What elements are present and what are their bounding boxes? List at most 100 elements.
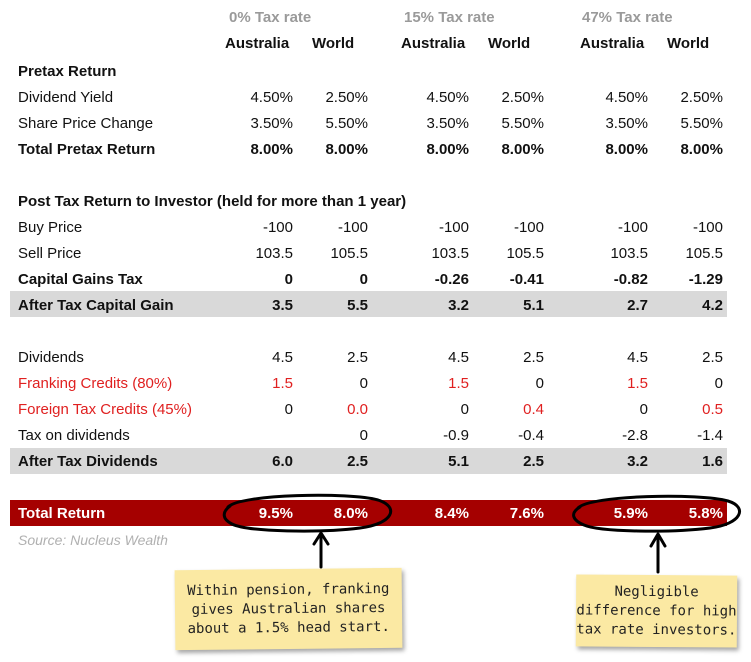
row-label-after-tax-dividends: After Tax Dividends [18,453,158,470]
cell-after-tax-cg-5: 4.2 [702,297,723,314]
col-header-world: World [312,35,355,52]
cell-dividends-0: 4.5 [272,349,293,366]
group-header-47pct: 47% Tax rate [582,9,673,26]
cell-buy-price-1: -100 [337,219,368,236]
group-header-15pct: 15% Tax rate [404,9,495,26]
cell-foreign-0: 0 [284,401,293,418]
source-note: Source: Nucleus Wealth [18,532,168,548]
cell-franking-3: 0 [535,375,544,392]
cell-foreign-2: 0 [460,401,469,418]
cell-tax-div-5: -1.4 [697,427,723,444]
cell-after-tax-div-3: 2.5 [523,453,544,470]
sticky-note-pension: Within pension, franking gives Australia… [174,567,403,651]
cell-after-tax-div-0: 6.0 [272,453,293,470]
col-header-world: World [667,35,710,52]
cell-after-tax-cg-0: 3.5 [272,297,293,314]
row-label-after-tax-capital-gain: After Tax Capital Gain [18,297,174,314]
cell-tax-div-3: -0.4 [518,427,544,444]
cell-share-price-change-5: 5.50% [680,115,723,132]
row-label-share-price-change: Share Price Change [18,115,154,132]
cell-cgt-3: -0.41 [509,271,544,288]
cell-dividends-3: 2.5 [523,349,544,366]
cell-after-tax-cg-4: 2.7 [627,297,648,314]
col-header-world: World [488,35,531,52]
cell-share-price-change-4: 3.50% [605,115,648,132]
highlight-band-after-tax-capital-gain [10,291,727,317]
cell-sell-price-2: 103.5 [431,245,469,262]
cell-after-tax-div-1: 2.5 [347,453,368,470]
cell-sell-price-5: 105.5 [685,245,723,262]
cell-tax-div-1: 0 [359,427,368,444]
cell-after-tax-cg-3: 5.1 [523,297,544,314]
cell-dividend-yield-3: 2.50% [501,89,544,106]
cell-dividend-yield-5: 2.50% [680,89,723,106]
cell-total-return-5: 5.8% [688,505,723,522]
cell-buy-price-4: -100 [617,219,648,236]
cell-sell-price-3: 105.5 [506,245,544,262]
section-title-pretax: Pretax Return [18,63,117,80]
row-label-total-return: Total Return [18,505,106,522]
cell-after-tax-div-2: 5.1 [448,453,469,470]
cell-dividends-5: 2.5 [702,349,723,366]
arrow-right [649,532,667,574]
row-label-foreign-tax-credits: Foreign Tax Credits (45%) [18,401,192,418]
cell-total-pretax-0: 8.00% [250,141,293,158]
cell-total-pretax-5: 8.00% [680,141,723,158]
cell-franking-4: 1.5 [627,375,648,392]
cell-sell-price-4: 103.5 [610,245,648,262]
group-header-0pct: 0% Tax rate [229,9,312,26]
highlight-band-after-tax-dividends [10,448,727,474]
cell-franking-1: 0 [359,375,368,392]
row-label-buy-price: Buy Price [18,219,83,236]
cell-cgt-4: -0.82 [613,271,648,288]
row-label-franking-credits: Franking Credits (80%) [18,375,173,392]
col-header-australia: Australia [580,35,645,52]
row-label-dividends: Dividends [18,349,84,366]
cell-total-return-2: 8.4% [434,505,469,522]
cell-buy-price-2: -100 [438,219,469,236]
cell-foreign-4: 0 [639,401,648,418]
cell-cgt-1: 0 [359,271,368,288]
cell-dividend-yield-0: 4.50% [250,89,293,106]
cell-tax-div-4: -2.8 [622,427,648,444]
cell-dividend-yield-1: 2.50% [325,89,368,106]
arrow-left [312,531,330,569]
cell-franking-5: 0 [714,375,723,392]
row-label-dividend-yield: Dividend Yield [18,89,114,106]
cell-buy-price-5: -100 [692,219,723,236]
cell-dividends-1: 2.5 [347,349,368,366]
cell-cgt-0: 0 [284,271,293,288]
cell-foreign-5: 0.5 [702,401,723,418]
cell-franking-2: 1.5 [448,375,469,392]
cell-share-price-change-3: 5.50% [501,115,544,132]
cell-sell-price-0: 103.5 [255,245,293,262]
row-label-capital-gains-tax: Capital Gains Tax [18,271,143,288]
cell-total-pretax-2: 8.00% [426,141,469,158]
cell-buy-price-0: -100 [262,219,293,236]
sticky-note-high-tax: Negligible difference for high tax rate … [575,574,738,648]
cell-share-price-change-2: 3.50% [426,115,469,132]
cell-after-tax-cg-1: 5.5 [347,297,368,314]
section-title-posttax: Post Tax Return to Investor (held for mo… [18,193,407,210]
cell-dividend-yield-2: 4.50% [426,89,469,106]
row-label-tax-on-dividends: Tax on dividends [18,427,130,444]
cell-total-return-1: 8.0% [333,505,368,522]
col-header-australia: Australia [225,35,290,52]
cell-total-pretax-1: 8.00% [325,141,368,158]
cell-total-return-4: 5.9% [613,505,648,522]
cell-total-return-3: 7.6% [509,505,544,522]
cell-cgt-5: -1.29 [688,271,723,288]
col-header-australia: Australia [401,35,466,52]
cell-dividend-yield-4: 4.50% [605,89,648,106]
cell-total-pretax-4: 8.00% [605,141,648,158]
cell-after-tax-div-5: 1.6 [702,453,723,470]
cell-share-price-change-0: 3.50% [250,115,293,132]
cell-after-tax-div-4: 3.2 [627,453,648,470]
cell-tax-div-2: -0.9 [443,427,469,444]
cell-share-price-change-1: 5.50% [325,115,368,132]
cell-dividends-2: 4.5 [448,349,469,366]
cell-foreign-1: 0.0 [347,401,368,418]
cell-total-return-0: 9.5% [258,505,293,522]
cell-dividends-4: 4.5 [627,349,648,366]
row-label-sell-price: Sell Price [18,245,82,262]
